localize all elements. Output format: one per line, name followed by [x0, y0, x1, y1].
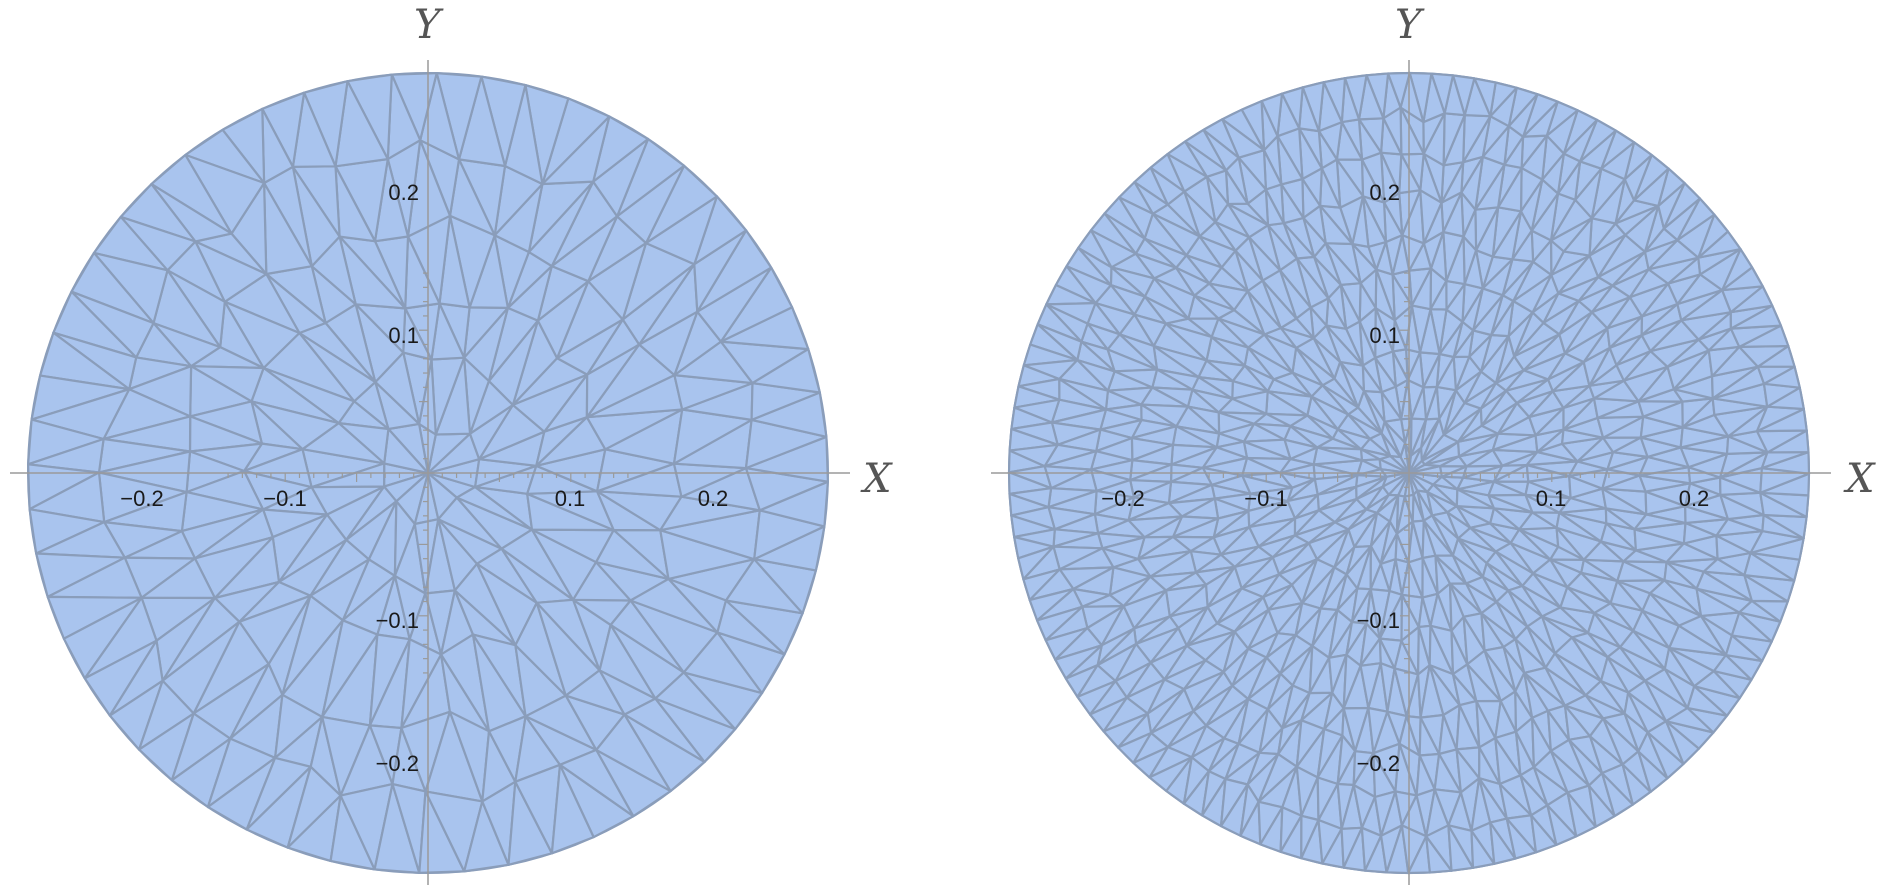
x-tick-label: 0.1 [555, 486, 586, 511]
coarse-mesh-plot: −0.2 −0.1 0.1 0.2 0.2 0.1 −0.1 −0.2 X Y [10, 2, 893, 885]
x-tick-label: 0.2 [1679, 486, 1710, 511]
y-tick-label: −0.1 [1357, 608, 1400, 633]
x-tick-label: 0.2 [698, 486, 729, 511]
fine-mesh-plot: −0.2 −0.1 0.1 0.2 0.2 0.1 −0.1 −0.2 X Y [991, 2, 1876, 885]
labels: −0.2 −0.1 0.1 0.2 0.2 0.1 −0.1 −0.2 X Y [120, 2, 893, 776]
x-tick-label: −0.1 [1244, 486, 1287, 511]
axes [991, 60, 1831, 885]
x-tick-label: 0.1 [1536, 486, 1567, 511]
y-tick-label: −0.2 [1357, 751, 1400, 776]
x-axis-label: X [1843, 456, 1876, 502]
x-tick-label: −0.2 [1101, 486, 1144, 511]
x-axis-label: X [860, 456, 893, 502]
y-tick-label: 0.1 [388, 323, 419, 348]
y-tick-label: −0.2 [376, 751, 419, 776]
x-tick-label: −0.1 [263, 486, 306, 511]
mesh [27, 71, 830, 875]
mesh-element [751, 348, 821, 394]
y-tick-label: 0.2 [1369, 180, 1400, 205]
y-axis-label: Y [414, 2, 444, 48]
y-tick-label: −0.1 [376, 608, 419, 633]
y-tick-label: 0.1 [1369, 323, 1400, 348]
y-tick-label: 0.2 [388, 180, 419, 205]
labels: −0.2 −0.1 0.1 0.2 0.2 0.1 −0.1 −0.2 X Y [1101, 2, 1876, 776]
y-axis-label: Y [1395, 2, 1425, 48]
x-tick-label: −0.2 [120, 486, 163, 511]
mesh-element [1387, 71, 1411, 109]
axes [10, 60, 850, 885]
